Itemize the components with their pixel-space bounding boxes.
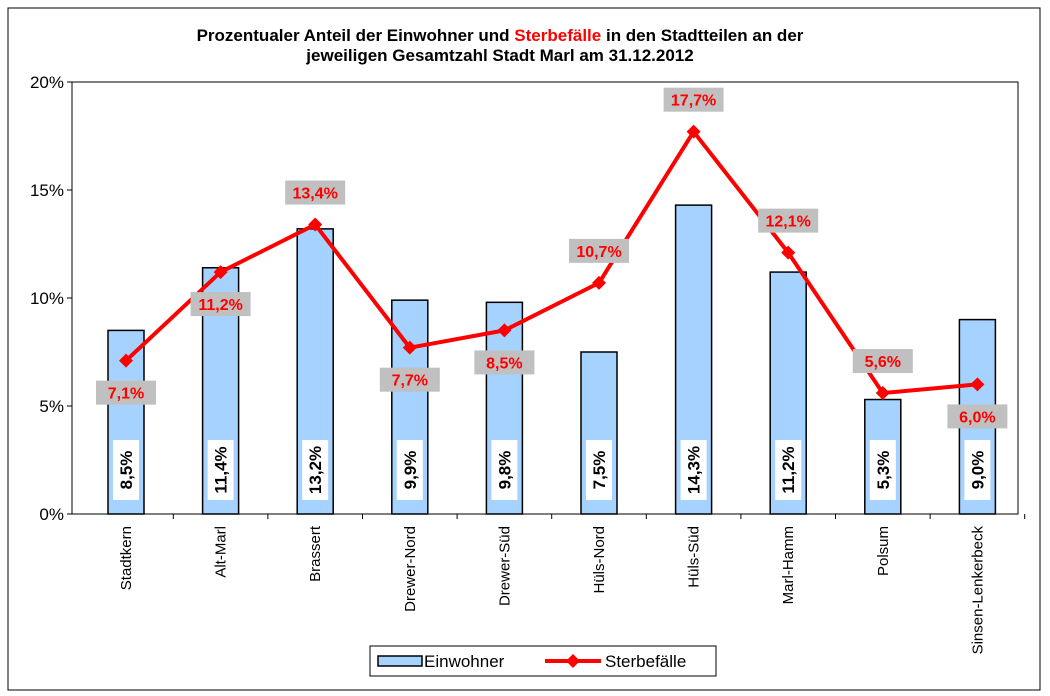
x-tick-label: Brassert <box>307 525 324 582</box>
bar-label-group: 5,3% <box>869 440 896 500</box>
line-marker <box>781 245 796 260</box>
bar-label-group: 8,5% <box>113 440 139 500</box>
bar-label: 11,2% <box>779 446 798 493</box>
line-label: 8,5% <box>486 355 522 372</box>
line-marker <box>497 323 512 338</box>
title-part: Sterbefälle <box>514 26 602 45</box>
line-label: 12,1% <box>766 214 811 231</box>
chart-title: Prozentualer Anteil der Einwohner und St… <box>60 26 940 66</box>
bar-label-group: 9,8% <box>491 440 518 500</box>
x-tick-label: Stadtkern <box>118 526 135 590</box>
x-tick-label: Drewer-Nord <box>402 526 419 612</box>
bar-label-bg <box>207 440 234 500</box>
line-marker <box>213 265 228 280</box>
line-label: 11,2% <box>198 297 242 314</box>
line-label: 17,7% <box>671 93 716 110</box>
x-tick-label: Hüls-Nord <box>591 526 608 594</box>
line-label: 10,7% <box>576 244 621 261</box>
legend-marker <box>566 654 580 668</box>
line-label: 7,7% <box>392 373 428 390</box>
line-marker <box>308 217 323 232</box>
y-tick-label: 10% <box>30 289 64 308</box>
bar-label-bg <box>396 440 423 500</box>
line-label-bg <box>758 208 819 233</box>
line-label: 7,1% <box>108 386 144 403</box>
x-tick-label: Hüls-Süd <box>686 526 703 588</box>
bar-label: 9,9% <box>401 451 420 490</box>
bar-label: 14,3% <box>685 446 704 494</box>
line-label: 6,0% <box>959 409 995 426</box>
legend-box <box>369 645 717 677</box>
bar-label: 11,4% <box>212 446 231 493</box>
line-label-bg <box>190 292 251 317</box>
line-label-bg <box>285 180 346 205</box>
legend-swatch <box>377 655 423 667</box>
y-tick-label: 0% <box>39 505 64 524</box>
line-label-bg <box>96 380 156 405</box>
bar-label-bg <box>491 440 518 500</box>
line-label-bg <box>947 404 1008 429</box>
line-label: 13,4% <box>293 186 338 203</box>
x-tick-label: Marl-Hamm <box>780 526 797 604</box>
legend-label: Einwohner <box>424 652 505 671</box>
line <box>124 129 978 396</box>
bar-label: 5,3% <box>874 451 893 490</box>
bar-label-bg <box>113 440 139 500</box>
x-tick-label: Drewer-Süd <box>496 526 513 606</box>
x-tick-label: Polsum <box>875 526 892 576</box>
bar-label-bg <box>964 440 991 500</box>
line-marker <box>970 377 985 392</box>
line-marker <box>592 275 606 290</box>
bar-label-group: 9,0% <box>964 440 991 500</box>
title-part: Prozentualer Anteil der Einwohner und <box>196 26 510 45</box>
bar-label-group: 14,3% <box>680 440 707 500</box>
line-label-bg <box>852 349 913 374</box>
line-marker <box>875 386 890 401</box>
bar-label-group: 11,4% <box>207 440 234 500</box>
line-label-bg <box>379 367 440 392</box>
title-part: jeweiligen Gesamtzahl Stadt Marl am 31.1… <box>306 46 694 65</box>
bar-label: 13,2% <box>306 446 325 494</box>
line-label-bg <box>474 350 535 375</box>
bar-label-group: 7,5% <box>586 440 612 500</box>
bar-label: 9,0% <box>968 451 987 490</box>
bar-label-bg <box>775 440 802 500</box>
bar-label-bg <box>869 440 896 500</box>
bar-label: 8,5% <box>117 451 136 490</box>
bar-label-group: 9,9% <box>396 440 423 500</box>
bar-label-group: 11,2% <box>775 440 802 500</box>
legend-label: Sterbefälle <box>605 652 686 671</box>
line-label-bg <box>663 87 724 112</box>
x-tick-label: Sinsen-Lenkerbeck <box>969 526 986 655</box>
line-marker <box>686 124 701 139</box>
y-tick-label: 20% <box>30 73 64 92</box>
line-label-bg <box>569 238 629 263</box>
y-tick-label: 5% <box>39 397 64 416</box>
title-part: in den Stadtteilen an der <box>605 26 804 45</box>
bar-label: 7,5% <box>590 451 609 490</box>
x-tick-label: Alt-Marl <box>213 526 230 578</box>
bar-label-bg <box>302 440 329 500</box>
line-marker <box>402 340 417 355</box>
bar-label: 9,8% <box>495 451 514 490</box>
bar-label-group: 13,2% <box>302 440 329 500</box>
bar-label-bg <box>680 440 707 500</box>
line-marker <box>119 353 133 368</box>
bar-label-bg <box>586 440 612 500</box>
y-tick-label: 15% <box>30 181 64 200</box>
line-label: 5,6% <box>865 354 901 371</box>
